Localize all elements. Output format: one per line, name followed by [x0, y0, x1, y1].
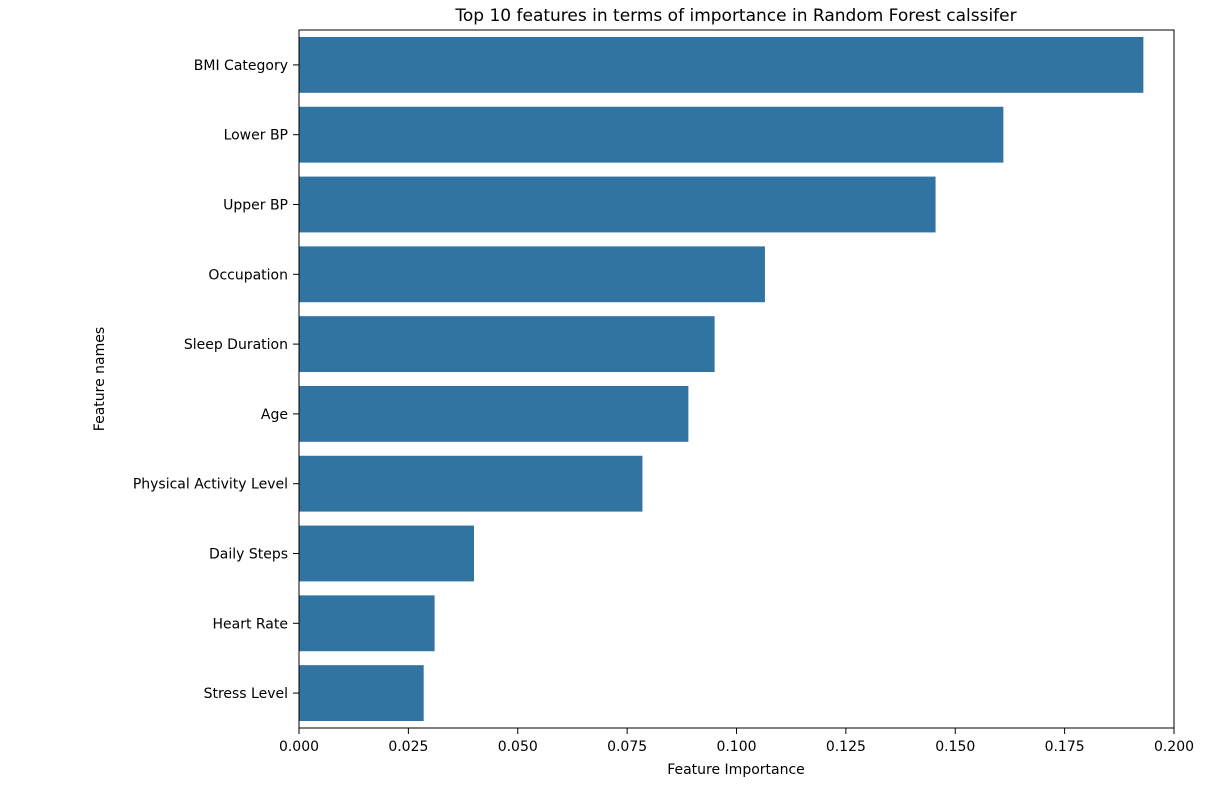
x-tick-label: 0.100 — [716, 739, 756, 755]
y-tick-label: Stress Level — [204, 686, 288, 702]
y-tick-label: Heart Rate — [212, 616, 288, 632]
y-tick-label: Occupation — [208, 267, 288, 283]
bar-heart-rate — [299, 595, 435, 652]
x-tick-label: 0.075 — [607, 739, 647, 755]
y-tick-label: Lower BP — [224, 128, 288, 144]
bar-age — [299, 385, 689, 442]
y-axis-title: Feature names — [92, 327, 108, 431]
bar-lower-bp — [299, 106, 1004, 163]
x-tick-label: 0.000 — [279, 739, 319, 755]
bar-sleep-duration — [299, 316, 715, 373]
bar-physical-activity-level — [299, 455, 643, 512]
bar-upper-bp — [299, 176, 936, 233]
y-tick-label: Age — [261, 407, 288, 423]
x-axis-ticks: 0.000 0.025 0.050 0.075 0.100 0.125 0.150 0.175… — [279, 728, 1194, 755]
bar-occupation — [299, 246, 765, 303]
y-tick-label: Daily Steps — [209, 547, 288, 563]
x-axis-title: Feature Importance — [667, 762, 805, 778]
bar-daily-steps — [299, 525, 474, 582]
bar-bmi-category — [299, 36, 1144, 93]
y-tick-label: Physical Activity Level — [133, 477, 288, 493]
y-tick-label: Upper BP — [223, 198, 288, 214]
x-tick-label: 0.050 — [498, 739, 538, 755]
y-axis-ticks: BMI Category Lower BP Upper BP Occupation Sl… — [133, 58, 299, 702]
x-tick-label: 0.150 — [935, 739, 975, 755]
y-tick-label: BMI Category — [194, 58, 288, 74]
x-tick-label: 0.175 — [1045, 739, 1085, 755]
y-tick-label: Sleep Duration — [184, 337, 288, 353]
x-tick-label: 0.025 — [388, 739, 428, 755]
bar-stress-level — [299, 665, 424, 722]
x-tick-label: 0.125 — [826, 739, 866, 755]
plot-area-frame — [298, 29, 1175, 729]
chart-title: Top 10 features in terms of importance i… — [454, 6, 1016, 26]
x-tick-label: 0.200 — [1154, 739, 1194, 755]
bars-group — [299, 36, 1144, 722]
